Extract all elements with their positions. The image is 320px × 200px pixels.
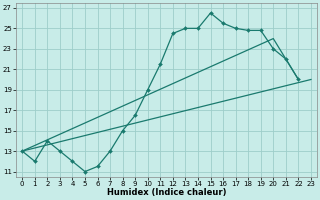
X-axis label: Humidex (Indice chaleur): Humidex (Indice chaleur) [107,188,226,197]
